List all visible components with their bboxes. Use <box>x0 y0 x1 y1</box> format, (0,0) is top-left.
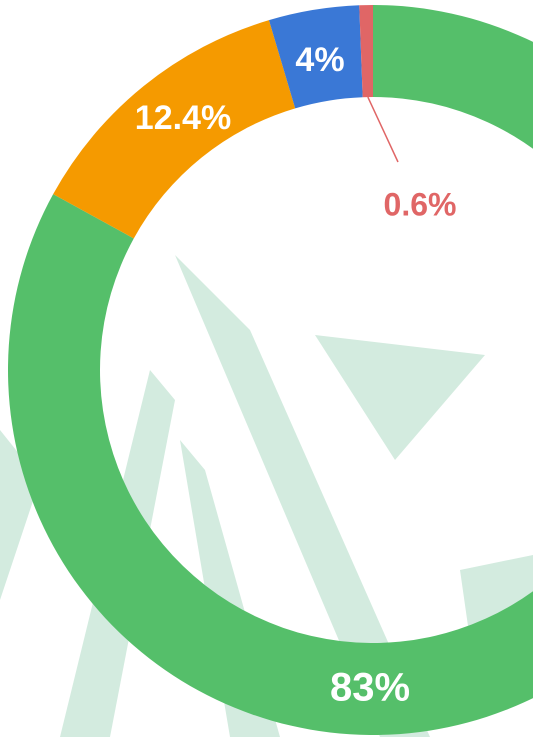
value-label: 83% <box>330 666 410 710</box>
watermark-triangle <box>315 335 485 460</box>
slice <box>359 5 373 98</box>
slice <box>53 20 296 239</box>
slice <box>268 5 363 109</box>
slice <box>8 5 533 735</box>
leader-line <box>367 96 399 163</box>
value-label: 4% <box>295 41 344 79</box>
value-label: 0.6% <box>384 186 457 222</box>
value-label: 12.4% <box>135 99 231 137</box>
watermark-stroke <box>175 255 430 737</box>
